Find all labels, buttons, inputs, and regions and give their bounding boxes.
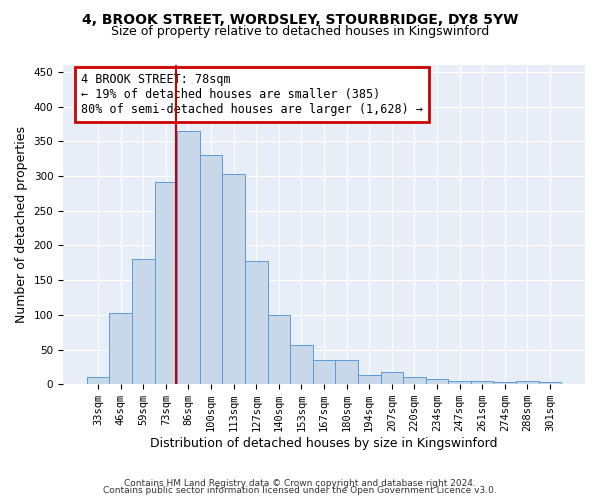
Bar — [132, 260, 155, 384]
Bar — [335, 360, 358, 384]
Bar — [471, 381, 493, 384]
Bar — [516, 382, 539, 384]
Bar — [403, 378, 425, 384]
Bar — [448, 381, 471, 384]
Text: Contains public sector information licensed under the Open Government Licence v3: Contains public sector information licen… — [103, 486, 497, 495]
Bar — [245, 262, 268, 384]
Bar — [200, 154, 223, 384]
Bar — [268, 315, 290, 384]
Bar — [425, 380, 448, 384]
Bar — [155, 182, 177, 384]
Bar — [493, 382, 516, 384]
Bar — [358, 375, 380, 384]
Y-axis label: Number of detached properties: Number of detached properties — [15, 126, 28, 323]
Bar — [109, 312, 132, 384]
Text: Size of property relative to detached houses in Kingswinford: Size of property relative to detached ho… — [111, 25, 489, 38]
Text: 4 BROOK STREET: 78sqm
← 19% of detached houses are smaller (385)
80% of semi-det: 4 BROOK STREET: 78sqm ← 19% of detached … — [81, 73, 423, 116]
Bar — [290, 344, 313, 384]
X-axis label: Distribution of detached houses by size in Kingswinford: Distribution of detached houses by size … — [150, 437, 498, 450]
Bar — [539, 382, 561, 384]
Bar — [223, 174, 245, 384]
Bar — [177, 131, 200, 384]
Bar — [87, 378, 109, 384]
Bar — [380, 372, 403, 384]
Bar — [313, 360, 335, 384]
Text: Contains HM Land Registry data © Crown copyright and database right 2024.: Contains HM Land Registry data © Crown c… — [124, 478, 476, 488]
Text: 4, BROOK STREET, WORDSLEY, STOURBRIDGE, DY8 5YW: 4, BROOK STREET, WORDSLEY, STOURBRIDGE, … — [82, 12, 518, 26]
